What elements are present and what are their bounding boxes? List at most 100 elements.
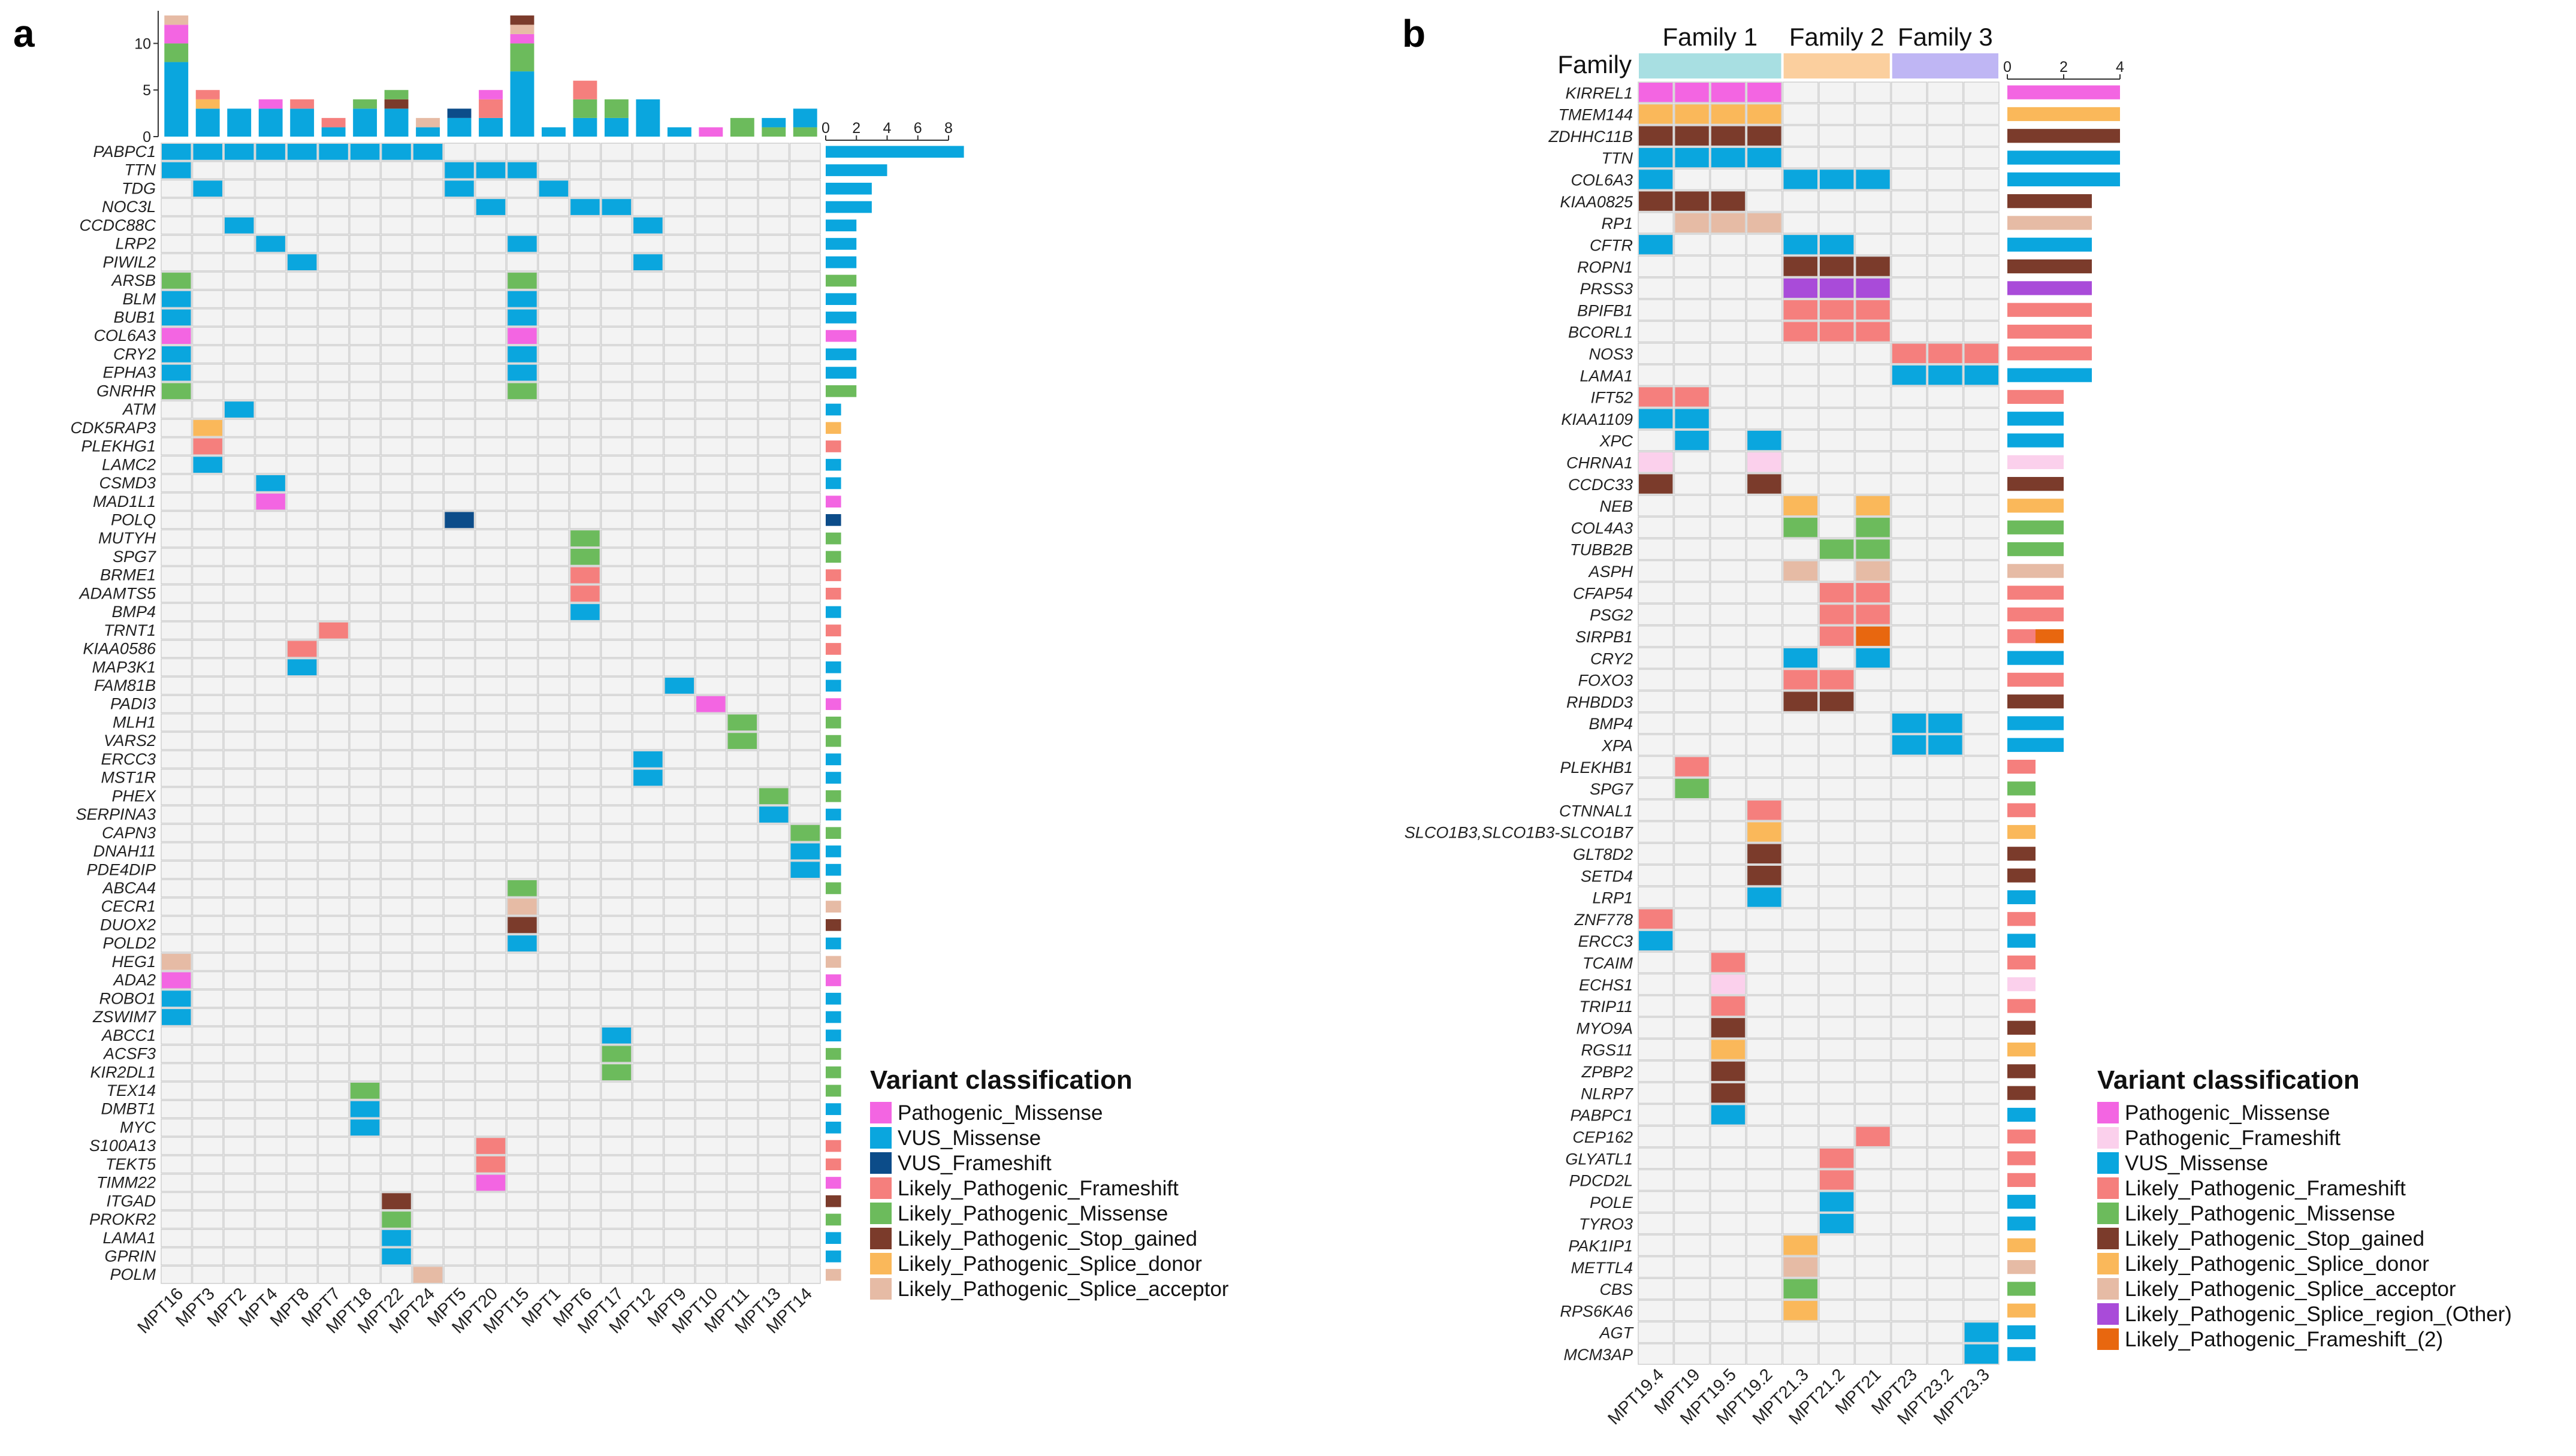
grid-cell bbox=[1782, 1191, 1819, 1213]
gene-label: CCDC33 bbox=[1568, 476, 1633, 494]
grid-cell bbox=[380, 290, 412, 309]
gene-label: ROBO1 bbox=[99, 989, 156, 1007]
grid-cell bbox=[695, 1192, 727, 1210]
grid-cell bbox=[758, 382, 790, 400]
grid-cell bbox=[632, 455, 664, 474]
gene-label: MST1R bbox=[101, 769, 156, 787]
right-bar-itgad bbox=[826, 1195, 841, 1207]
grid-cell bbox=[380, 345, 412, 364]
right-bar-zswim7 bbox=[826, 1011, 841, 1023]
grid-cell bbox=[1782, 734, 1819, 756]
grid-cell bbox=[789, 732, 821, 750]
grid-cell bbox=[1855, 430, 1891, 451]
grid-cell bbox=[380, 953, 412, 971]
top-bar-mpt13 bbox=[762, 117, 786, 128]
mutation-cell-psg2-mpt21 bbox=[1856, 605, 1890, 624]
grid-cell bbox=[224, 953, 255, 971]
grid-cell bbox=[380, 548, 412, 566]
grid-cell bbox=[255, 732, 286, 750]
mutation-cell-spg7-mpt6 bbox=[570, 548, 600, 565]
grid-cell bbox=[600, 363, 632, 382]
grid-cell bbox=[1638, 1060, 1674, 1082]
grid-cell bbox=[1782, 625, 1819, 647]
grid-cell bbox=[286, 161, 318, 180]
grid-cell bbox=[695, 382, 727, 400]
grid-cell bbox=[600, 824, 632, 842]
grid-cell bbox=[789, 584, 821, 603]
grid-cell bbox=[632, 548, 664, 566]
grid-cell bbox=[475, 1008, 506, 1026]
grid-cell bbox=[380, 1137, 412, 1155]
grid-cell bbox=[349, 474, 381, 493]
grid-cell bbox=[1782, 1125, 1819, 1147]
grid-cell bbox=[475, 400, 506, 419]
grid-cell bbox=[1746, 407, 1783, 430]
legend-swatch-likely-pathogenic-missense bbox=[2097, 1203, 2119, 1224]
grid-cell bbox=[537, 695, 569, 714]
mutation-cell-pabpc1-mpt19-5 bbox=[1711, 1105, 1745, 1125]
grid-cell bbox=[1782, 1169, 1819, 1191]
grid-cell bbox=[569, 474, 601, 493]
grid-cell bbox=[475, 768, 506, 787]
grid-cell bbox=[537, 234, 569, 253]
grid-cell bbox=[318, 253, 349, 271]
grid-cell bbox=[412, 179, 444, 198]
gene-label: BUB1 bbox=[113, 308, 156, 326]
grid-cell bbox=[537, 1118, 569, 1137]
grid-cell bbox=[1963, 473, 2000, 495]
mutation-cell-zdhhc11b-mpt19-4 bbox=[1639, 126, 1673, 146]
grid-cell bbox=[569, 1210, 601, 1229]
grid-cell bbox=[1963, 842, 2000, 865]
grid-cell bbox=[1963, 865, 2000, 887]
grid-cell bbox=[1674, 364, 1710, 386]
grid-cell bbox=[506, 510, 538, 529]
grid-cell bbox=[758, 713, 790, 732]
grid-cell bbox=[192, 1008, 224, 1026]
top-bar-mpt15 bbox=[510, 43, 534, 72]
grid-cell bbox=[255, 934, 286, 953]
grid-cell bbox=[412, 842, 444, 861]
grid-cell bbox=[663, 898, 695, 916]
grid-cell bbox=[1638, 1213, 1674, 1234]
top-axis-tick-label: 5 bbox=[143, 82, 151, 99]
grid-cell bbox=[663, 566, 695, 585]
grid-cell bbox=[600, 1082, 632, 1100]
grid-cell bbox=[412, 290, 444, 309]
right-bar-xpc bbox=[2007, 433, 2064, 448]
grid-cell bbox=[224, 713, 255, 732]
mutation-cell-trnt1-mpt7 bbox=[319, 622, 348, 639]
gene-label: XPC bbox=[1599, 432, 1633, 450]
grid-cell bbox=[663, 860, 695, 879]
grid-cell bbox=[1746, 234, 1783, 256]
top-bar-mpt15 bbox=[510, 15, 534, 25]
grid-cell bbox=[443, 732, 475, 750]
grid-cell bbox=[349, 493, 381, 511]
right-bar-kirrel1 bbox=[2007, 85, 2120, 99]
grid-cell bbox=[726, 308, 758, 327]
grid-cell bbox=[695, 253, 727, 271]
right-bar-fam81b bbox=[826, 679, 841, 692]
grid-cell bbox=[161, 621, 192, 640]
grid-cell bbox=[192, 1173, 224, 1192]
grid-cell bbox=[1855, 1278, 1891, 1300]
grid-cell bbox=[443, 455, 475, 474]
grid-cell bbox=[789, 455, 821, 474]
grid-cell bbox=[224, 639, 255, 658]
grid-cell bbox=[537, 732, 569, 750]
top-bar-mpt4 bbox=[258, 108, 283, 137]
grid-cell bbox=[475, 824, 506, 842]
grid-cell bbox=[663, 695, 695, 714]
right-bar-slco1b3-slco1b3-slco1b7 bbox=[2007, 824, 2036, 839]
grid-cell bbox=[663, 1099, 695, 1119]
grid-cell bbox=[380, 1063, 412, 1082]
panel-a-oncoprint: PABPC1TTNTDGNOC3LCCDC88CLRP2PIWIL2ARSBBL… bbox=[70, 11, 1229, 1337]
grid-cell bbox=[758, 1082, 790, 1100]
mutation-cell-arsb-mpt16 bbox=[162, 273, 191, 289]
mutation-cell-pabpc1-mpt7 bbox=[319, 144, 348, 160]
top-bar-mpt22 bbox=[384, 99, 409, 109]
grid-cell bbox=[758, 161, 790, 180]
grid-cell bbox=[695, 1210, 727, 1229]
mutation-cell-blm-mpt15 bbox=[508, 291, 537, 307]
grid-cell bbox=[1855, 125, 1891, 147]
grid-cell bbox=[475, 345, 506, 364]
